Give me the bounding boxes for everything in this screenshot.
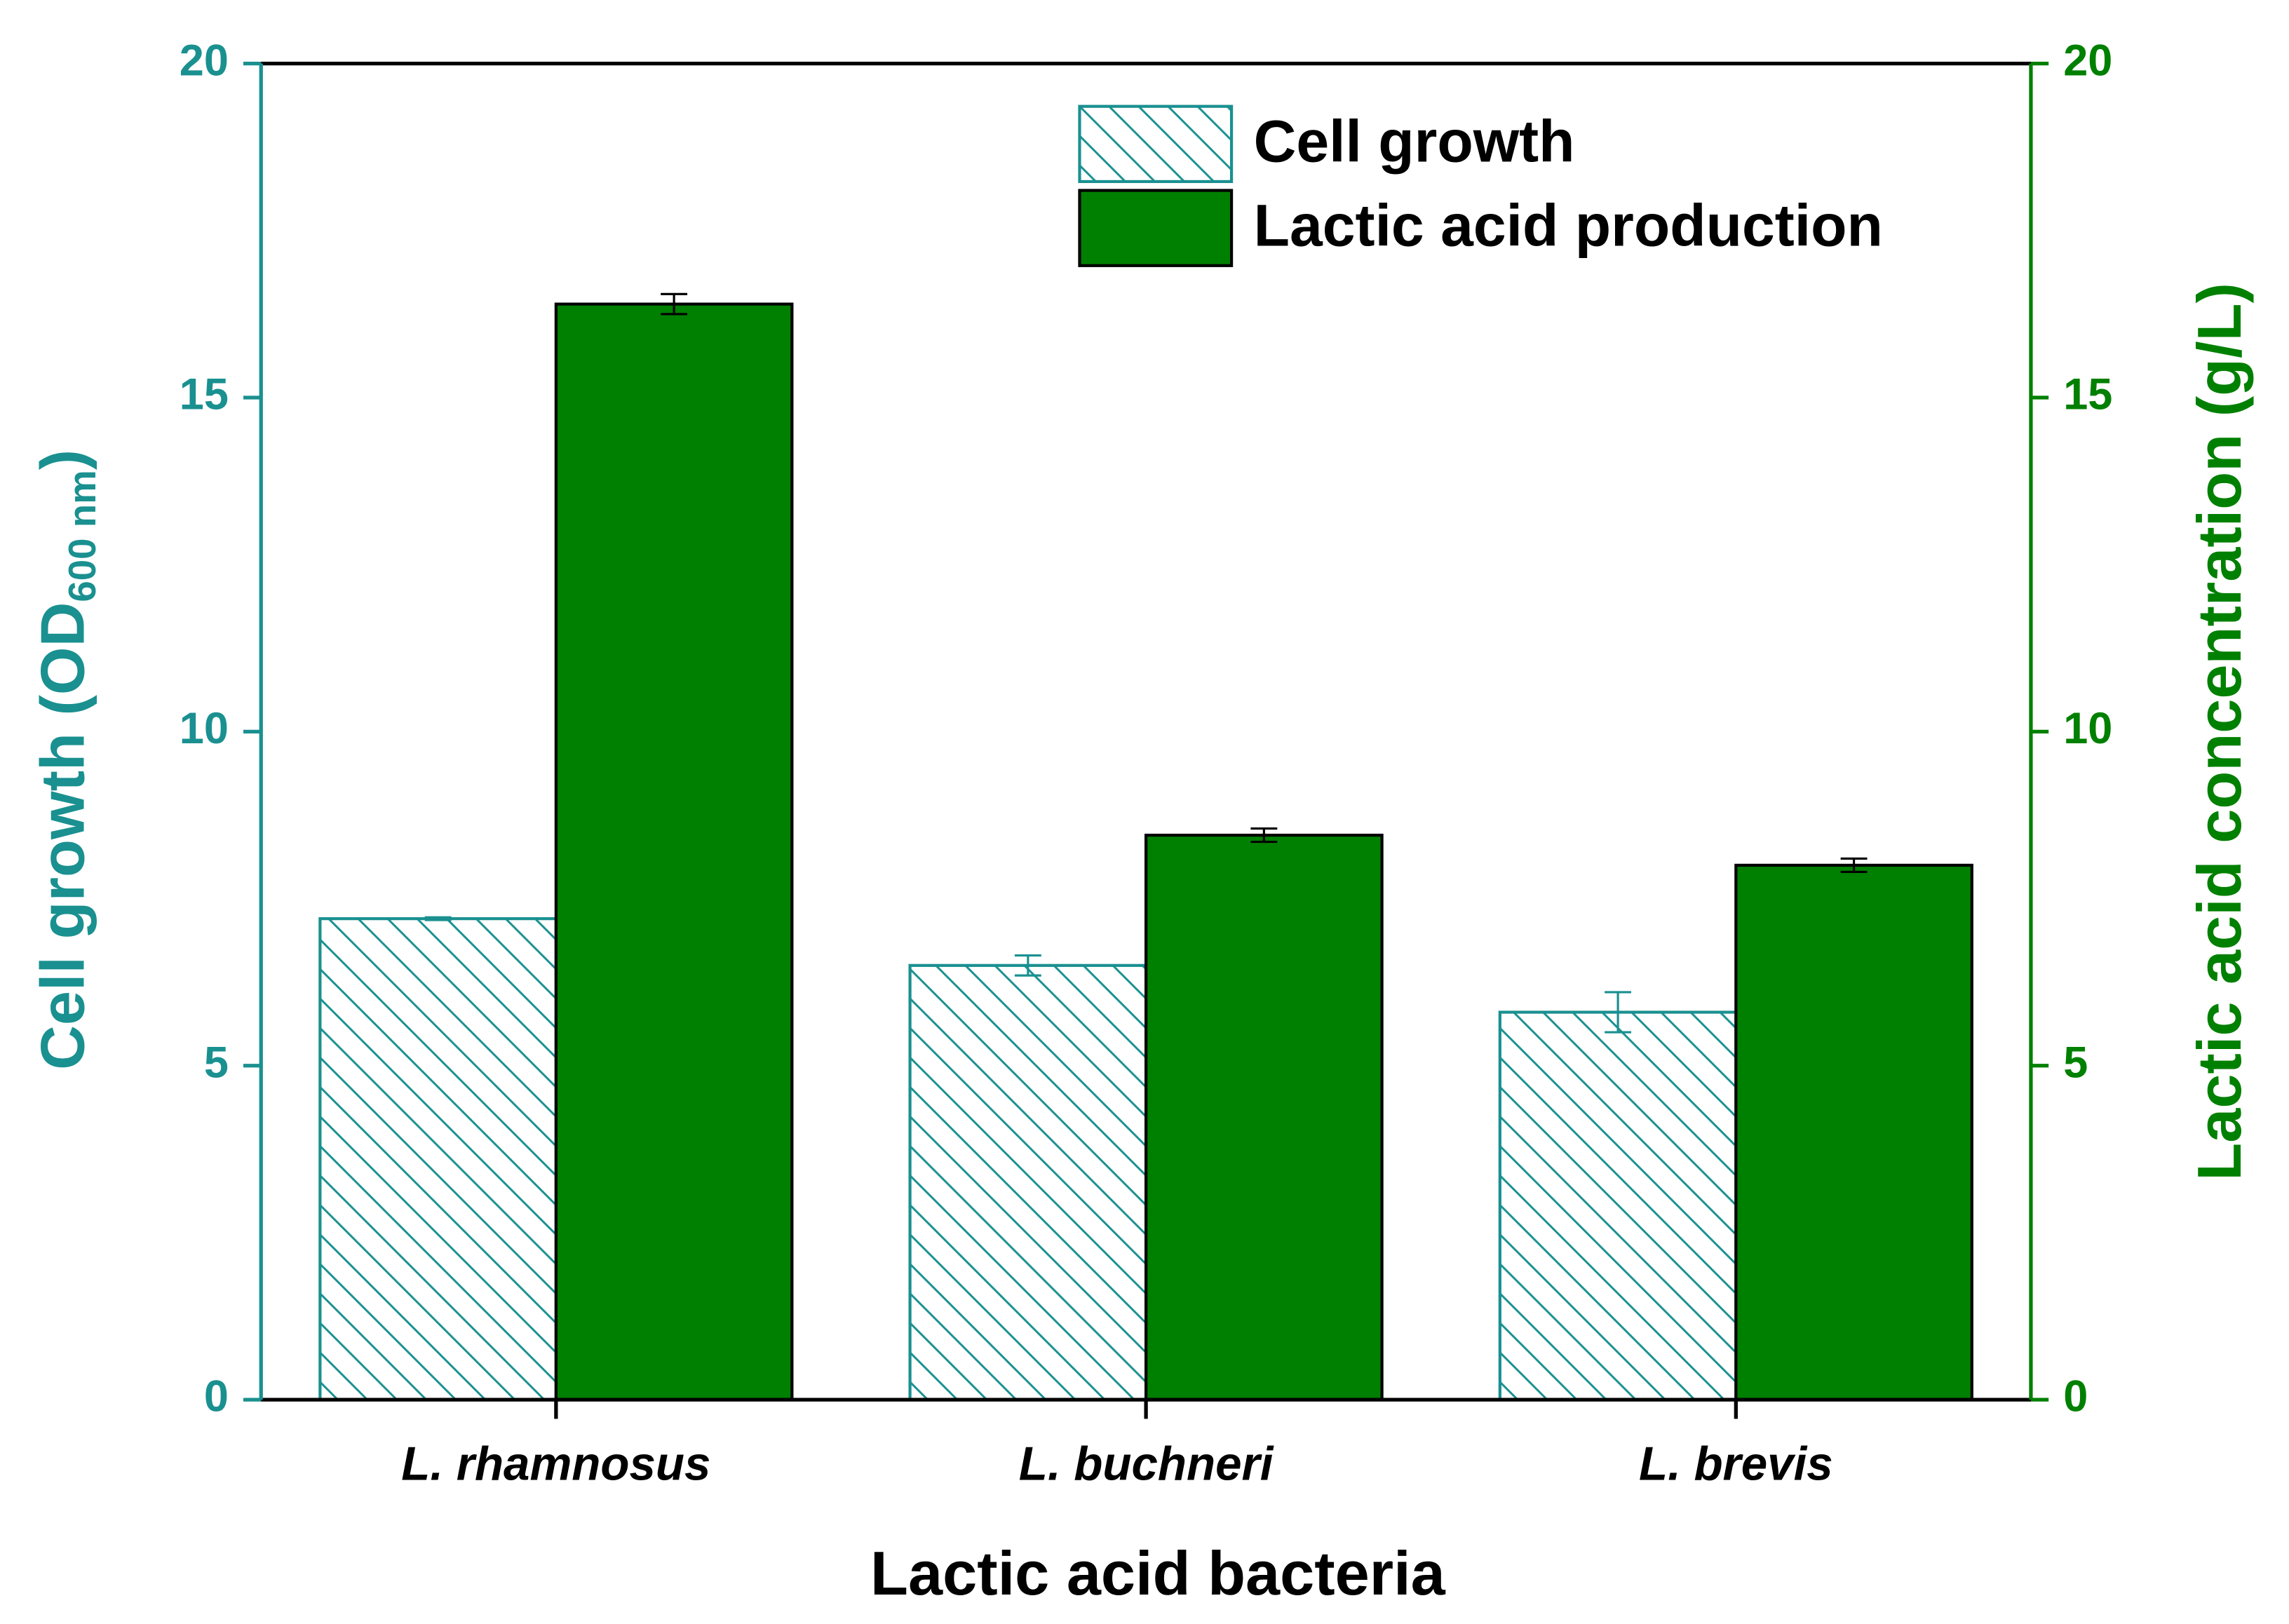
y2-tick-label: 0 <box>2063 1372 2088 1421</box>
legend-label: Lactic acid production <box>1254 193 1883 259</box>
bar <box>318 917 558 1402</box>
x-tick-label: L. brevis <box>1639 1438 1833 1491</box>
y-axis-label-sub: 600 nm <box>60 470 104 602</box>
y2-axis-label: Lactic acid concentration (g/L) <box>2185 283 2254 1181</box>
bar <box>1734 863 1973 1402</box>
bar <box>554 302 794 1402</box>
legend-swatch <box>1078 189 1234 267</box>
y-axis-label: Cell growth (OD600 nm) <box>28 449 104 1070</box>
bar <box>908 963 1148 1402</box>
x-tick-label: L. buchneri <box>1019 1438 1274 1491</box>
y-tick-label: 20 <box>180 36 229 85</box>
y-tick-label: 15 <box>180 370 229 419</box>
x-tick-label: L. rhamnosus <box>401 1438 710 1491</box>
y2-tick-label: 15 <box>2063 370 2112 419</box>
y-axis-label-end: ) <box>28 449 97 470</box>
y-tick-label: 10 <box>180 704 229 753</box>
legend-label: Cell growth <box>1254 109 1575 175</box>
bar <box>1144 833 1384 1402</box>
y-axis-label-main: Cell growth (OD <box>28 602 97 1070</box>
y2-tick-label: 20 <box>2063 36 2112 85</box>
legend-swatch <box>1078 104 1234 184</box>
y-tick-label: 0 <box>204 1372 229 1421</box>
bar <box>1498 1010 1738 1402</box>
x-axis-label: Lactic acid bacteria <box>870 1538 1446 1608</box>
y2-tick-label: 10 <box>2063 704 2112 753</box>
y-tick-label: 5 <box>204 1038 229 1087</box>
y2-tick-label: 5 <box>2063 1038 2088 1087</box>
